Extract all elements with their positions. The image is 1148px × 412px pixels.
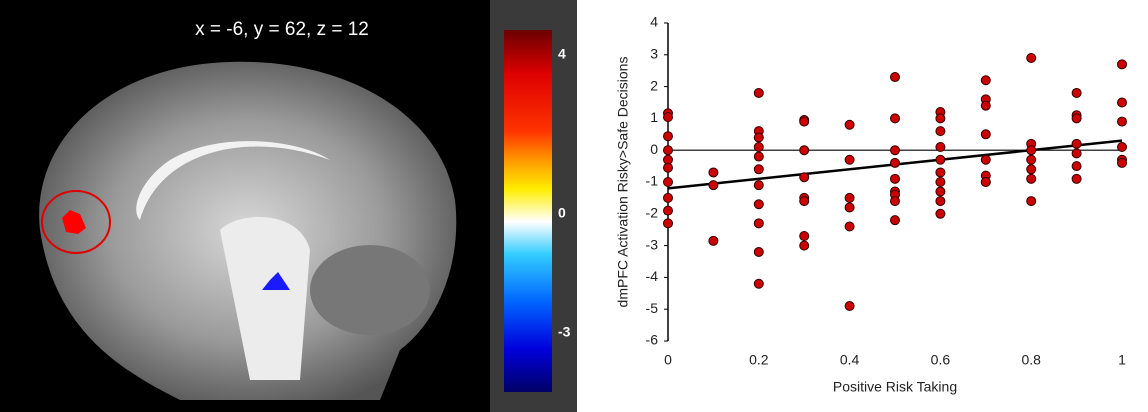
colorbar: [504, 30, 552, 392]
data-point: [935, 126, 946, 137]
data-point: [890, 145, 900, 156]
colorbar-tick-label: 0: [558, 204, 566, 220]
data-point: [708, 235, 719, 246]
data-point: [799, 145, 810, 156]
data-point: [1071, 173, 1082, 184]
colorbar-tick-label: 4: [558, 46, 566, 62]
data-point: [935, 186, 946, 197]
data-point: [1071, 87, 1082, 98]
data-point: [980, 100, 991, 111]
data-point: [980, 154, 991, 165]
data-point: [890, 173, 900, 184]
data-point: [890, 72, 900, 83]
data-point: [753, 87, 764, 98]
data-point: [844, 221, 855, 232]
data-point: [1117, 59, 1127, 70]
data-point: [844, 192, 855, 203]
data-point: [1026, 173, 1037, 184]
data-point: [663, 131, 673, 142]
data-point: [1026, 154, 1037, 165]
data-point: [1026, 196, 1037, 207]
data-point: [753, 278, 764, 289]
data-point: [1117, 97, 1127, 108]
data-point: [980, 75, 991, 86]
data-point: [844, 154, 855, 165]
data-point: [935, 196, 946, 207]
data-point: [1117, 157, 1127, 168]
data-point: [753, 199, 764, 210]
data-point: [799, 231, 810, 242]
y-tick-label: 2: [650, 77, 658, 93]
y-tick-label: -5: [646, 300, 659, 316]
data-point: [663, 162, 673, 173]
y-tick-label: 0: [650, 141, 658, 157]
data-point: [753, 132, 764, 143]
data-point: [1117, 142, 1127, 153]
data-point: [1071, 161, 1082, 172]
data-point: [890, 157, 900, 168]
data-point: [799, 172, 810, 183]
data-point: [663, 112, 673, 123]
data-point: [753, 164, 764, 175]
data-point: [1026, 52, 1037, 63]
data-point: [753, 151, 764, 162]
data-point: [753, 180, 764, 191]
data-point: [663, 192, 673, 203]
y-tick-label: 4: [650, 14, 658, 30]
x-tick-label: 0.6: [931, 352, 951, 368]
y-tick-label: 3: [650, 46, 658, 62]
data-point: [1071, 138, 1082, 149]
data-point: [663, 145, 673, 156]
data-point: [1026, 145, 1037, 156]
y-tick-label: -4: [646, 268, 659, 284]
data-point: [935, 208, 946, 219]
data-point: [1026, 164, 1037, 175]
y-tick-label: -3: [646, 236, 659, 252]
data-point: [935, 113, 946, 124]
data-point: [844, 301, 855, 312]
x-tick-label: 0.4: [840, 352, 860, 368]
data-point: [799, 196, 810, 207]
data-point: [753, 218, 764, 229]
y-axis-label: dmPFC Activation Risky>Safe Decisions: [615, 57, 631, 308]
data-point: [935, 167, 946, 178]
scatter-plot: -6 -5 -4 -3 -2 -1 0 1 2 3 4 0 0.2 0.4 0.6 0.8 1 Positive …: [615, 14, 1127, 395]
data-point: [935, 154, 946, 165]
x-tick-label: 0.2: [749, 352, 769, 368]
x-tick-label: 0: [664, 352, 672, 368]
x-tick-label: 1: [1118, 352, 1126, 368]
data-point: [799, 116, 810, 127]
y-tick-label: -2: [646, 205, 659, 221]
data-point: [890, 196, 900, 207]
y-tick-label: 1: [650, 109, 658, 125]
data-point: [890, 215, 900, 226]
data-point: [1117, 116, 1127, 127]
data-point: [980, 129, 991, 140]
data-point: [1071, 148, 1082, 159]
x-tick-label: 0.8: [1021, 352, 1041, 368]
data-point: [935, 177, 946, 187]
data-point: [935, 142, 946, 153]
y-tick-label: -6: [646, 332, 659, 348]
data-point: [844, 119, 855, 130]
data-point: [799, 240, 810, 251]
data-point: [753, 246, 764, 257]
data-point: [708, 180, 719, 191]
data-point: [890, 113, 900, 124]
data-point: [663, 205, 673, 216]
brain-image: [39, 61, 457, 401]
data-point: [663, 177, 673, 187]
data-point: [844, 202, 855, 213]
x-axis-label: Positive Risk Taking: [833, 379, 957, 395]
data-point: [1071, 113, 1082, 124]
data-point: [980, 177, 991, 187]
data-point: [708, 167, 719, 178]
data-point: [753, 142, 764, 153]
brain-title: x = -6, y = 62, z = 12: [195, 19, 369, 40]
colorbar-tick-label: -3: [558, 324, 571, 340]
y-tick-label: -1: [646, 173, 659, 189]
data-point: [663, 218, 673, 229]
